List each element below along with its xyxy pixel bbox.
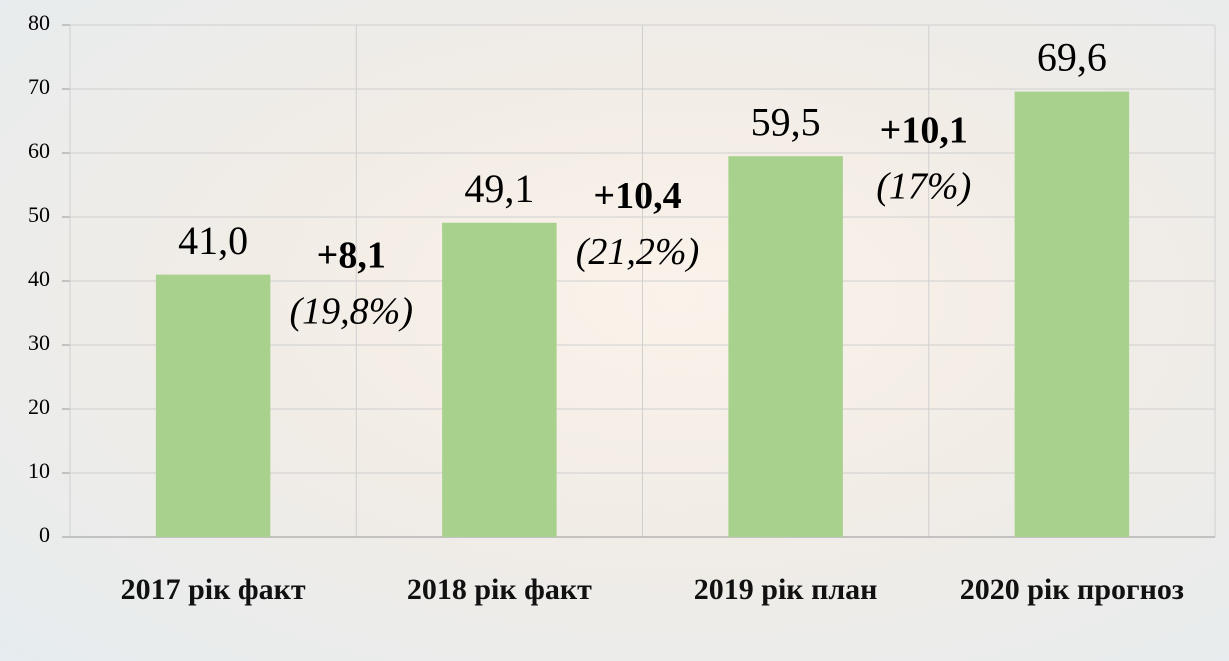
value-label: 69,6 <box>1037 35 1107 80</box>
y-tick-label: 70 <box>28 74 50 99</box>
y-tick-label: 20 <box>28 394 50 419</box>
x-tick-label: 2017 рік факт <box>120 573 306 606</box>
change-annotation: +8,1 <box>317 234 386 276</box>
value-label: 41,0 <box>178 218 248 263</box>
bar <box>155 274 271 537</box>
change-annotation: +10,4 <box>593 175 681 217</box>
y-tick-label: 30 <box>28 330 50 355</box>
x-tick-label: 2018 рік факт <box>406 573 592 606</box>
percent-annotation: (17%) <box>876 166 971 208</box>
y-tick-label: 50 <box>28 202 50 227</box>
percent-annotation: (21,2%) <box>576 231 699 273</box>
y-tick-label: 40 <box>28 266 50 291</box>
bar <box>1014 91 1130 537</box>
y-tick-label: 60 <box>28 138 50 163</box>
y-tick-label: 10 <box>28 458 50 483</box>
y-tick-label: 80 <box>28 10 50 35</box>
y-tick-label: 0 <box>39 522 50 547</box>
x-tick-label: 2019 рік план <box>693 573 878 606</box>
value-label: 59,5 <box>751 99 821 144</box>
x-tick-label: 2020 рік прогноз <box>959 573 1184 606</box>
bar <box>728 156 843 537</box>
percent-annotation: (19,8%) <box>290 290 413 332</box>
bar <box>442 222 557 537</box>
value-label: 49,1 <box>464 166 534 211</box>
change-annotation: +10,1 <box>880 110 968 152</box>
